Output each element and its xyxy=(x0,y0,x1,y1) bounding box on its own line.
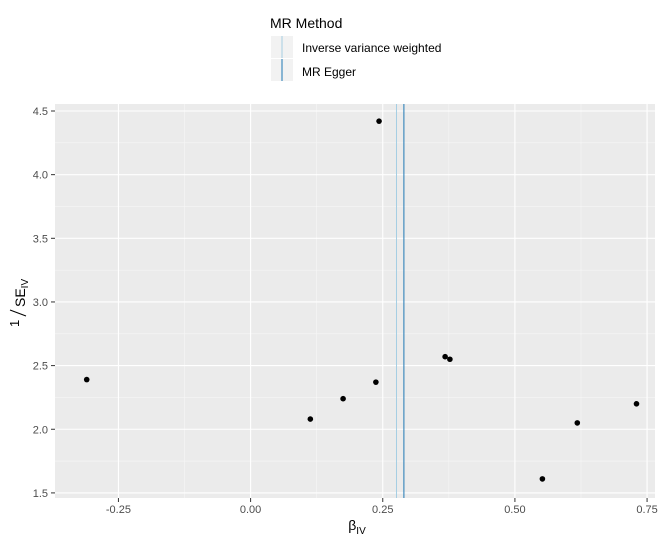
data-point xyxy=(574,420,581,426)
y-axis: 1.5 2.0 2.5 3.0 3.5 4.0 4.5 xyxy=(33,106,55,500)
svg-text:SEIV: SEIV xyxy=(12,279,31,307)
method-estimate-lines xyxy=(395,104,405,498)
legend-title: MR Method xyxy=(270,15,342,31)
data-point xyxy=(340,395,346,402)
data-point xyxy=(307,416,314,422)
minor-gridlines xyxy=(55,104,655,498)
data-point xyxy=(83,376,90,383)
y-tick-label: 2.0 xyxy=(33,424,48,436)
legend-label-egger: MR Egger xyxy=(302,65,356,79)
y-tick-label: 4.5 xyxy=(33,106,48,118)
x-tick-label: 0.75 xyxy=(636,504,657,516)
x-tick-label: 0.00 xyxy=(240,504,261,516)
y-tick-label: 3.5 xyxy=(33,233,48,245)
x-tick-label: -0.25 xyxy=(106,504,131,516)
data-point xyxy=(633,400,640,407)
y-axis-title: 1 SEIV xyxy=(7,279,31,327)
x-tick-label: 0.25 xyxy=(372,504,393,516)
x-axis: -0.25 0.00 0.25 0.50 0.75 xyxy=(106,498,658,516)
y-axis-title-numerator: 1 xyxy=(7,320,22,327)
x-tick-label: 0.50 xyxy=(504,504,525,516)
data-point xyxy=(376,118,382,124)
plot-panel xyxy=(55,104,655,498)
legend: MR Method Inverse variance weighted MR E… xyxy=(270,15,441,81)
y-tick-label: 2.5 xyxy=(33,361,48,373)
data-point xyxy=(447,356,453,363)
data-point xyxy=(539,476,546,482)
data-points xyxy=(83,118,640,482)
major-gridlines xyxy=(55,104,655,498)
y-axis-title-slash xyxy=(9,309,27,317)
y-tick-label: 4.0 xyxy=(33,170,48,182)
y-tick-label: 1.5 xyxy=(33,488,48,500)
data-point xyxy=(442,353,448,360)
data-point xyxy=(373,379,379,385)
x-axis-title: βIV xyxy=(348,517,366,537)
y-tick-label: 3.0 xyxy=(33,297,48,309)
y-axis-title-denominator: SE xyxy=(12,288,28,307)
svg-text:1: 1 xyxy=(7,320,22,327)
legend-label-ivw: Inverse variance weighted xyxy=(302,41,441,55)
